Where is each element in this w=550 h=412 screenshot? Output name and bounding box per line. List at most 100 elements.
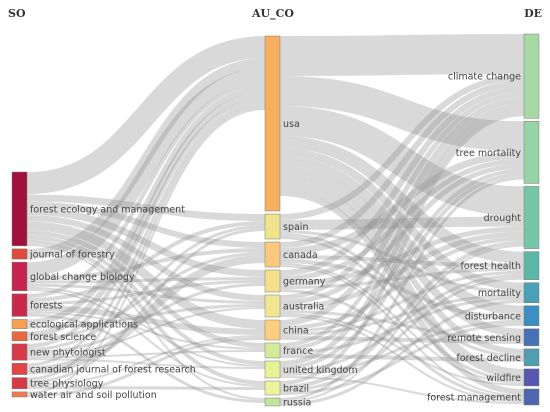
flow-link [279,151,525,255]
flow-link [26,108,266,394]
flow-link [279,322,525,395]
node-au-co-1 [264,213,281,240]
node-de-5 [523,305,540,327]
flow-link [26,305,266,335]
flow-link [279,255,525,268]
flow-link [26,286,266,367]
column-title-so: SO [8,7,26,20]
flow-link [26,68,266,277]
node-label-so: canadian journal of forest research [30,364,196,375]
node-label-so: forests [30,301,62,312]
node-au-co-7 [264,360,281,379]
flow-link [26,255,266,375]
flow-link [26,358,266,369]
flow-link [26,201,266,248]
flow-link [279,174,525,355]
flow-link [26,385,266,390]
flow-link [279,112,525,385]
flow-link [26,304,266,329]
node-label-au-co: germany [283,277,326,288]
flow-link [26,350,266,359]
node-de-7 [523,348,540,367]
flow-link [279,107,525,366]
node-au-co-6 [264,342,281,359]
flow-link [279,263,525,384]
flow-link [279,230,525,294]
node-label-de: disturbance [465,311,521,322]
flow-link [279,180,525,379]
flow-link [26,283,266,355]
node-au-co-0 [264,35,281,212]
flow-link [26,207,266,277]
node-label-au-co: spain [283,222,308,233]
flow-link [279,158,525,281]
flow-link [26,221,266,329]
flow-link [279,310,525,340]
node-label-de: climate change [448,72,521,83]
flow-link [26,225,266,352]
flow-link [279,270,525,333]
flow-link [279,267,525,289]
flow-link [26,98,266,348]
flow-link [26,86,266,326]
flow-link [279,106,525,217]
node-de-6 [523,328,540,347]
node-label-so: forest ecology and management [30,204,185,215]
node-label-au-co: france [283,346,313,357]
node-label-de: forest health [461,261,521,272]
flow-link [26,230,266,348]
node-label-au-co: canada [283,250,318,261]
flow-link [279,265,525,397]
node-label-de: wildfire [486,373,521,384]
flow-link [26,215,266,301]
flow-link [279,296,525,354]
node-label-so: global change biology [30,272,135,283]
node-de-0 [523,33,540,119]
flow-link [279,168,525,351]
node-label-de: forest decline [456,353,521,364]
flow-link [279,226,525,286]
flow-link [279,176,525,401]
node-so-1 [11,248,28,260]
node-de-4 [523,282,540,303]
flow-link [279,156,525,316]
flow-link [26,288,266,387]
node-so-0 [11,171,28,247]
node-au-co-3 [264,269,281,293]
flow-link [279,86,525,276]
flow-link [279,74,525,220]
flow-link [279,136,525,264]
node-so-4 [11,319,28,329]
flow-link [26,58,266,259]
node-so-2 [11,261,28,292]
flow-link [279,273,525,373]
flow-link [26,283,266,304]
flow-link [279,313,525,386]
node-label-de: drought [484,213,522,224]
flow-link [279,233,525,358]
node-label-so: new phytologist [30,348,106,359]
flow-link [279,216,525,230]
node-label-au-co: united kingdom [283,365,358,376]
column-title-de: DE [524,7,542,20]
flow-link [279,293,525,336]
flow-link [26,243,266,400]
node-de-3 [523,251,540,280]
node-de-2 [523,186,540,249]
flow-link [26,277,266,284]
node-so-6 [11,343,28,361]
flow-link [279,163,525,305]
node-labels: forest ecology and management journal of … [29,72,521,409]
node-label-de: forest management [427,392,521,403]
node-label-au-co: usa [283,119,300,130]
flow-link [279,276,525,392]
node-de-8 [523,368,540,387]
node-label-de: tree mortality [456,148,522,159]
node-so-7 [11,363,28,375]
flow-link [26,105,266,381]
flow-link [279,354,525,362]
flow-link [26,239,266,385]
node-au-co-5 [264,319,281,341]
flow-link [279,97,525,326]
flow-link [26,337,266,397]
